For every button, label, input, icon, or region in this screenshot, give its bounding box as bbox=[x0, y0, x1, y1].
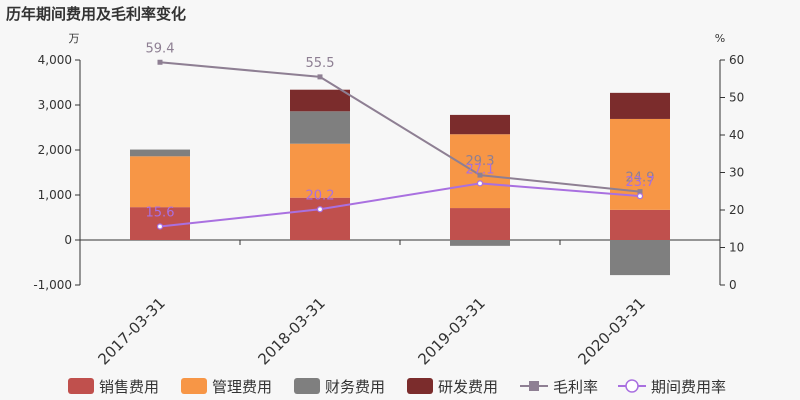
right-tick-label: 50 bbox=[729, 91, 744, 105]
right-tick-label: 40 bbox=[729, 128, 744, 142]
line-point bbox=[636, 193, 644, 200]
data-label: 59.4 bbox=[146, 41, 175, 56]
legend-label: 财务费用 bbox=[325, 378, 385, 396]
left-tick-label: -1,000 bbox=[33, 278, 72, 292]
legend-label: 毛利率 bbox=[553, 378, 598, 396]
data-label: 15.6 bbox=[146, 206, 175, 221]
legend-swatch bbox=[407, 378, 433, 394]
left-tick-label: 3,000 bbox=[38, 98, 72, 112]
bar-segment bbox=[130, 149, 190, 157]
right-tick-label: 20 bbox=[729, 203, 744, 217]
bar-segment bbox=[450, 208, 510, 240]
bar-segment bbox=[450, 240, 510, 246]
data-label: 20.2 bbox=[306, 188, 335, 203]
x-tick-label: 2019-03-31 bbox=[414, 294, 488, 368]
bar-segment bbox=[130, 156, 190, 208]
left-tick-label: 1,000 bbox=[38, 188, 72, 202]
legend-label: 销售费用 bbox=[99, 378, 159, 396]
bar-segment bbox=[290, 197, 350, 240]
bar-segment bbox=[450, 134, 510, 209]
line-point bbox=[316, 206, 324, 213]
data-label: 55.5 bbox=[306, 56, 335, 71]
line-point bbox=[477, 172, 483, 178]
x-tick-label: 2020-03-31 bbox=[574, 294, 648, 368]
legend-marker bbox=[625, 379, 639, 393]
data-label: 29.3 bbox=[466, 154, 495, 169]
x-tick-label: 2018-03-31 bbox=[254, 294, 328, 368]
data-label: 27.1 bbox=[466, 162, 495, 177]
bar-segment bbox=[290, 143, 350, 198]
right-tick-label: 60 bbox=[729, 53, 744, 67]
line-point bbox=[157, 59, 163, 65]
data-label: 23.7 bbox=[626, 175, 655, 190]
legend-marker bbox=[529, 381, 539, 391]
legend-label: 研发费用 bbox=[438, 378, 498, 396]
left-tick-label: 0 bbox=[64, 233, 72, 247]
bar-segment bbox=[290, 111, 350, 144]
line-point bbox=[317, 74, 323, 80]
series-line bbox=[159, 182, 641, 228]
legend-swatch bbox=[181, 378, 207, 394]
legend-label: 期间费用率 bbox=[651, 378, 726, 396]
x-tick-label: 2017-03-31 bbox=[94, 294, 168, 368]
right-unit-label: % bbox=[715, 32, 725, 45]
bar-segment bbox=[290, 89, 350, 112]
bar-segment bbox=[610, 92, 670, 119]
series-line bbox=[159, 61, 641, 193]
bar-segment bbox=[610, 240, 670, 276]
left-tick-label: 2,000 bbox=[38, 143, 72, 157]
chart-title: 历年期间费用及毛利率变化 bbox=[6, 5, 187, 23]
left-unit-label: 万 bbox=[69, 32, 80, 45]
line-point bbox=[637, 189, 643, 195]
line-point bbox=[156, 223, 164, 230]
legend-label: 管理费用 bbox=[212, 378, 272, 396]
legend-swatch bbox=[68, 378, 94, 394]
left-tick-label: 4,000 bbox=[38, 53, 72, 67]
legend-swatch bbox=[294, 378, 320, 394]
bar-segment bbox=[610, 209, 670, 240]
bar-segment bbox=[450, 114, 510, 135]
right-tick-label: 0 bbox=[729, 278, 737, 292]
data-label: 24.9 bbox=[626, 171, 655, 186]
right-tick-label: 30 bbox=[729, 166, 744, 180]
line-point bbox=[476, 180, 484, 187]
right-tick-label: 10 bbox=[729, 241, 744, 255]
